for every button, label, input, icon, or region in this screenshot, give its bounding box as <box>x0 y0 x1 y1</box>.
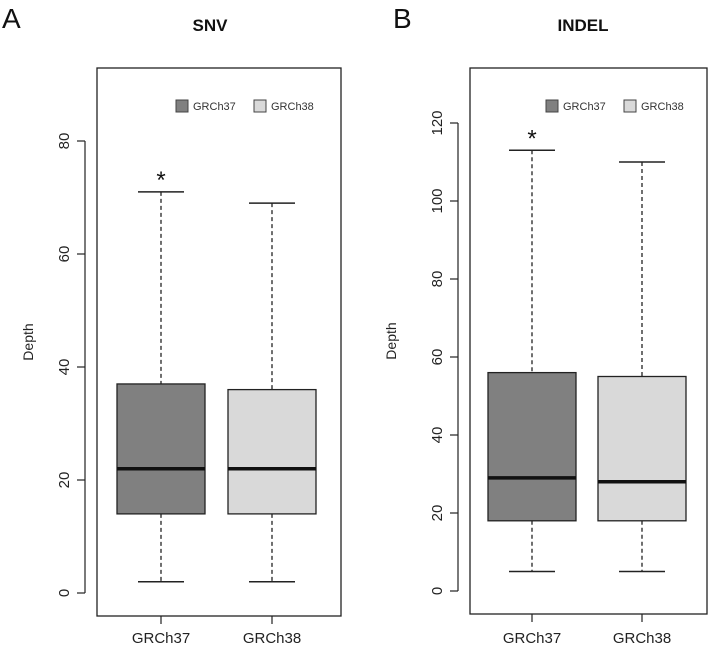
legend-swatch <box>175 99 189 113</box>
y-tick-label: 40 <box>429 427 446 444</box>
legend-swatch <box>623 99 637 113</box>
significance-marker: * <box>527 125 536 152</box>
box-iqr <box>487 371 577 522</box>
panel-letter: A <box>2 3 21 34</box>
y-tick-label: 20 <box>429 505 446 522</box>
y-tick-label: 100 <box>429 188 446 213</box>
legend-label: GRCh37 <box>563 101 606 113</box>
legend-swatch <box>545 99 559 113</box>
y-tick-label: 80 <box>429 271 446 288</box>
y-tick-label: 20 <box>56 472 73 489</box>
y-tick-label: 60 <box>429 349 446 366</box>
box-iqr <box>227 388 317 515</box>
box-grch37: * <box>487 125 577 573</box>
legend: GRCh37 GRCh38 <box>545 99 684 113</box>
y-tick-label: 80 <box>56 133 73 150</box>
panel-indel: B INDEL 0 20 40 60 80 100 120 Depth GRCh37 GRCh38 * G… <box>383 3 708 647</box>
legend-swatch <box>253 99 267 113</box>
y-tick-label: 120 <box>429 110 446 135</box>
plot-frame <box>469 67 708 615</box>
box-grch38 <box>597 161 687 573</box>
y-tick-label: 40 <box>56 359 73 376</box>
legend-label: GRCh37 <box>193 101 236 113</box>
x-tick-label: GRCh37 <box>132 630 190 647</box>
panel-letter: B <box>393 3 412 34</box>
legend-label: GRCh38 <box>641 101 684 113</box>
y-axis-title: Depth <box>383 322 399 359</box>
chart-title: INDEL <box>558 16 609 35</box>
x-tick-label: GRCh37 <box>503 630 561 647</box>
box-iqr <box>116 383 206 515</box>
box-grch38 <box>227 202 317 583</box>
y-tick-label: 0 <box>56 589 73 597</box>
box-iqr <box>597 375 687 522</box>
y-tick-label: 60 <box>56 246 73 263</box>
significance-marker: * <box>156 167 165 194</box>
y-axis-title: Depth <box>20 323 36 360</box>
box-grch37: * <box>116 167 206 583</box>
legend-label: GRCh38 <box>271 101 314 113</box>
y-tick-label: 0 <box>429 587 446 595</box>
legend: GRCh37 GRCh38 <box>175 99 314 113</box>
plot-frame <box>96 67 342 617</box>
chart-title: SNV <box>193 16 229 35</box>
x-tick-label: GRCh38 <box>613 630 671 647</box>
x-tick-label: GRCh38 <box>243 630 301 647</box>
